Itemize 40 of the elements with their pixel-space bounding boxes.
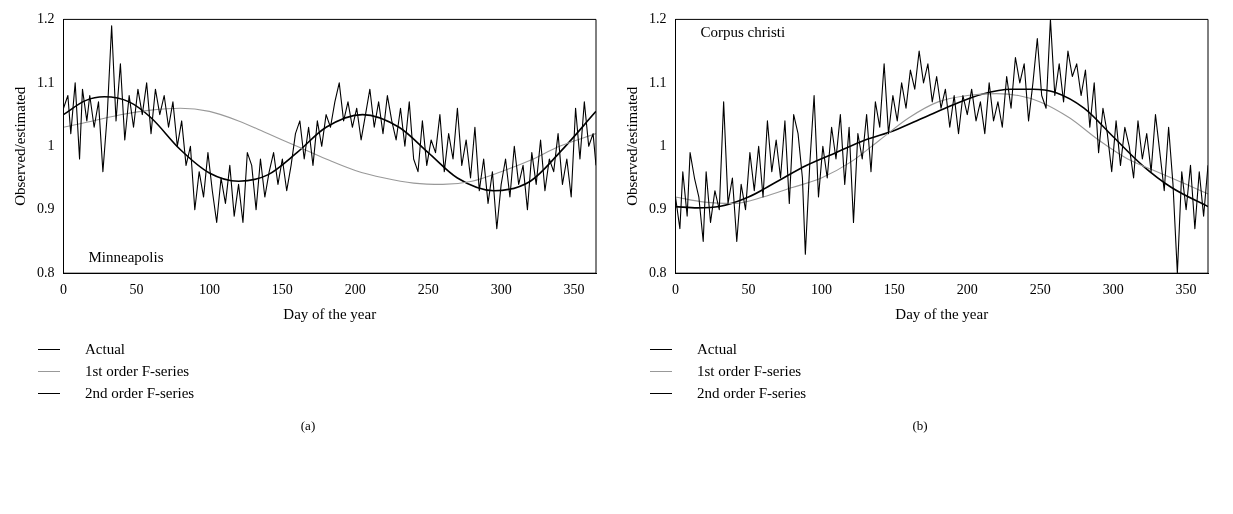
x-tick-label: 0 — [672, 282, 679, 298]
legend-label: 2nd order F-series — [85, 384, 195, 402]
y-tick-label: 1.2 — [649, 11, 667, 27]
x-axis-title: Day of the year — [283, 305, 377, 322]
y-axis-title: Observed/estimated — [11, 86, 28, 206]
legend-label: 1st order F-series — [85, 362, 190, 380]
y-tick-label: 1 — [47, 137, 55, 153]
x-tick-label: 50 — [741, 282, 756, 298]
x-tick-label: 350 — [1175, 282, 1197, 298]
y-tick-label: 1 — [659, 137, 667, 153]
x-tick-label: 300 — [490, 282, 512, 298]
annotation: Minneapolis — [88, 248, 164, 265]
y-tick-label: 1.1 — [37, 74, 55, 90]
y-tick-label: 0.9 — [37, 201, 55, 217]
legend-label: Actual — [697, 340, 737, 358]
x-tick-label: 300 — [1102, 282, 1124, 298]
x-axis-title: Day of the year — [895, 305, 989, 322]
x-tick-label: 100 — [810, 282, 832, 298]
x-tick-label: 250 — [1029, 282, 1051, 298]
y-tick-label: 1.2 — [37, 11, 55, 27]
y-tick-label: 0.8 — [649, 264, 667, 280]
y-tick-label: 0.8 — [37, 264, 55, 280]
x-tick-label: 350 — [563, 282, 585, 298]
x-tick-label: 100 — [198, 282, 220, 298]
x-tick-label: 0 — [60, 282, 67, 298]
text: (b) — [911, 418, 929, 434]
annotation: Corpus christi — [700, 23, 786, 40]
legend-label: 1st order F-series — [697, 362, 802, 380]
y-tick-label: 0.9 — [649, 201, 667, 217]
x-tick-label: 150 — [271, 282, 293, 298]
y-axis-title: Observed/estimated — [623, 86, 640, 206]
text: (a) — [299, 418, 317, 434]
legend-label: 2nd order F-series — [697, 384, 807, 402]
x-tick-label: 200 — [956, 282, 978, 298]
x-tick-label: 250 — [417, 282, 439, 298]
x-tick-label: 50 — [129, 282, 144, 298]
y-tick-label: 1.1 — [649, 74, 667, 90]
legend-label: Actual — [85, 340, 125, 358]
x-tick-label: 150 — [883, 282, 905, 298]
x-tick-label: 200 — [344, 282, 366, 298]
